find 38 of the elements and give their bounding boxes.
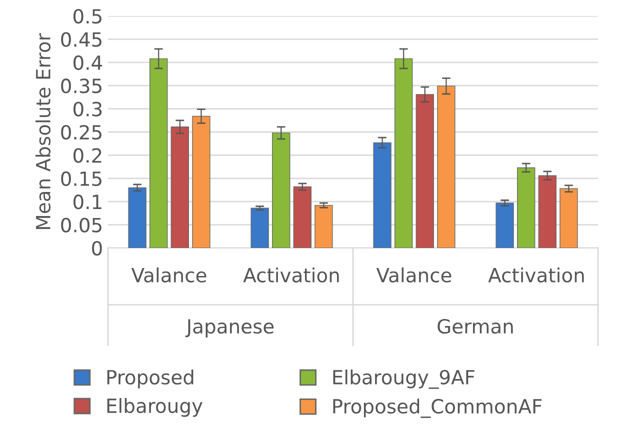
bar (394, 58, 413, 248)
y-tick-label: 0.15 (61, 171, 102, 186)
bar (437, 86, 456, 248)
y-tick-label: 0.25 (61, 124, 102, 140)
x-tick-label: Valance (131, 267, 206, 282)
y-tick-label: 0.3 (74, 102, 102, 116)
bar (416, 94, 434, 248)
y-tick-label: 0.1 (74, 194, 102, 210)
bar (192, 116, 210, 248)
bar (560, 188, 578, 248)
bar (170, 126, 189, 248)
x-tick-label: Activation (243, 267, 339, 282)
y-tick-label: 0.35 (61, 78, 102, 94)
bar (272, 132, 290, 248)
y-tick-label: 0.45 (61, 32, 102, 47)
bar (250, 208, 269, 248)
legend-label: Proposed (107, 370, 194, 388)
y-tick-label: 0.5 (74, 8, 102, 24)
bar (128, 187, 146, 248)
y-axis-title: Mean Absolute Error (35, 33, 51, 229)
legend-label: Elbarougy (107, 398, 202, 417)
x-tick-label: Valance (376, 267, 452, 282)
y-tick-label: 0.2 (74, 148, 102, 163)
legend-label: Elbarougy_9AF (333, 370, 474, 389)
bar (293, 186, 312, 248)
y-tick-label: 0 (92, 240, 102, 256)
x-tick-label: Activation (488, 267, 584, 282)
bar (314, 204, 333, 248)
bar (538, 175, 556, 248)
bar (517, 167, 536, 248)
legend-label: Proposed_CommonAF (333, 398, 542, 418)
text: Japanese (185, 319, 274, 338)
y-tick-label: 0.4 (74, 55, 102, 70)
bar (150, 58, 168, 248)
y-tick-label: 0.05 (61, 218, 102, 232)
bar (373, 142, 392, 248)
text: German (438, 318, 513, 334)
bar (496, 202, 514, 248)
